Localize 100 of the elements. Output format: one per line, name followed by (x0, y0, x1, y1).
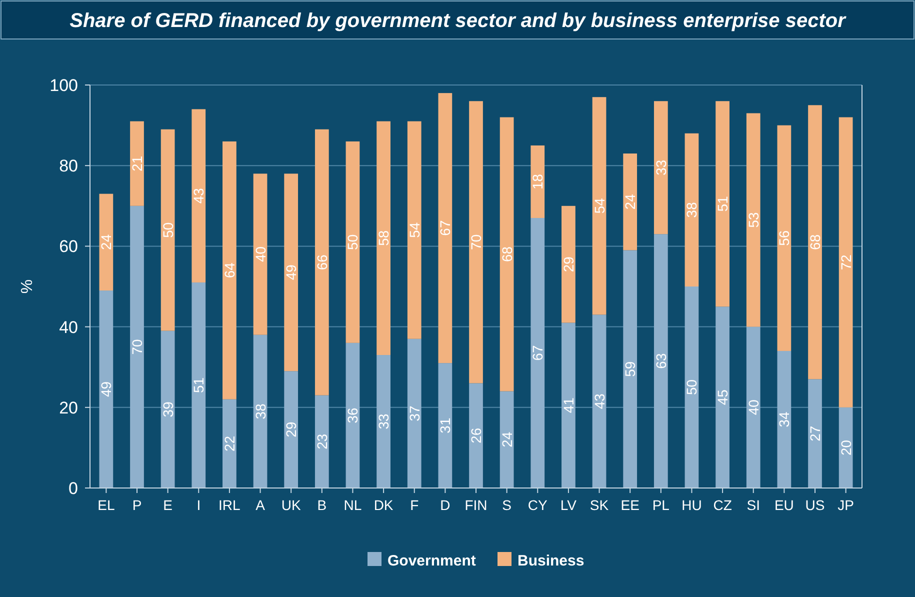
data-label: 45 (714, 389, 731, 406)
bar (623, 154, 638, 250)
data-label: 70 (129, 338, 145, 355)
x-tick-label: EE (620, 497, 640, 513)
x-tick-label: IRL (218, 497, 241, 513)
bar (222, 141, 236, 400)
data-label: 50 (344, 234, 361, 250)
bar (99, 194, 114, 291)
bar (99, 290, 114, 488)
bar (684, 133, 699, 286)
data-label: 24 (622, 194, 638, 210)
bar (592, 314, 606, 488)
x-tick-label: E (163, 497, 172, 513)
data-label: 36 (344, 407, 361, 424)
bar (562, 322, 576, 488)
data-label: 41 (560, 397, 576, 414)
bar (530, 218, 545, 488)
data-label: 68 (498, 246, 515, 262)
x-tick-label: NL (344, 497, 362, 513)
data-label: 66 (314, 254, 330, 270)
x-tick-label: A (256, 497, 266, 513)
data-label: 51 (190, 377, 207, 394)
data-label: 58 (376, 230, 392, 246)
bar (407, 338, 422, 488)
data-label: 67 (530, 345, 546, 361)
bar (438, 93, 452, 364)
bar (623, 250, 638, 488)
data-label: 29 (560, 256, 576, 272)
data-label: 64 (221, 262, 238, 278)
data-label: 43 (591, 393, 608, 410)
bar (716, 101, 730, 307)
data-label: 59 (622, 361, 638, 377)
bar (684, 286, 699, 488)
data-label: 51 (714, 196, 731, 212)
bar (160, 330, 175, 488)
x-tick-label: JP (838, 497, 854, 513)
y-tick-label: 60 (59, 237, 78, 256)
bar (500, 117, 514, 392)
x-tick-label: CY (528, 497, 548, 513)
data-label: 23 (314, 434, 330, 450)
legend-label: Government (388, 552, 476, 570)
data-label: 54 (591, 198, 608, 214)
bar (346, 141, 360, 343)
data-label: 53 (745, 212, 762, 228)
data-label: 38 (252, 403, 268, 420)
x-tick-label: DK (374, 497, 394, 513)
bar (654, 101, 668, 234)
bar (314, 129, 329, 396)
data-label: 18 (530, 174, 546, 190)
x-tick-label: SK (590, 497, 610, 513)
data-label: 27 (807, 426, 823, 442)
bar (808, 105, 822, 380)
bar (438, 363, 452, 488)
data-label: 24 (98, 234, 114, 250)
x-tick-label: I (196, 497, 201, 513)
bar (253, 174, 268, 335)
bar (469, 383, 483, 488)
data-label: 38 (684, 202, 700, 218)
data-label: 63 (652, 353, 669, 369)
bar (777, 125, 792, 351)
y-tick-label: 80 (59, 156, 78, 176)
data-label: 40 (252, 246, 268, 262)
bar (592, 97, 606, 315)
bar (314, 395, 329, 488)
x-tick-label: PL (652, 497, 670, 513)
bar (253, 334, 268, 488)
x-tick-label: FIN (464, 497, 488, 513)
bar (808, 379, 822, 488)
bar (838, 117, 853, 408)
x-tick-label: EL (98, 497, 115, 513)
x-tick-label: EU (774, 497, 794, 513)
x-tick-label: US (805, 497, 825, 513)
data-label: 26 (468, 428, 484, 444)
data-label: 33 (652, 160, 669, 176)
data-label: 29 (283, 422, 300, 438)
data-label: 43 (190, 188, 207, 204)
bar (376, 355, 390, 488)
legend-label: Business (518, 552, 584, 570)
x-tick-label: CZ (713, 497, 732, 513)
data-label: 70 (468, 234, 484, 250)
data-label: 37 (406, 405, 422, 422)
bar (160, 129, 175, 331)
chart-title: Share of GERD financed by government sector and by business enterprise sector (70, 10, 847, 32)
data-label: 24 (498, 432, 515, 448)
x-tick-label: S (502, 497, 512, 513)
bar (284, 174, 298, 372)
data-label: 68 (807, 234, 823, 250)
x-tick-label: HU (682, 497, 702, 513)
data-label: 49 (283, 264, 300, 280)
bar (407, 121, 422, 339)
data-label: 40 (745, 399, 762, 416)
data-label: 72 (838, 254, 854, 270)
bar (716, 306, 730, 488)
data-label: 39 (160, 401, 176, 418)
y-tick-label: 20 (59, 398, 78, 418)
x-tick-label: SI (746, 497, 760, 513)
bar (469, 101, 483, 384)
bar (562, 206, 576, 323)
data-label: 31 (437, 418, 454, 434)
bar (777, 350, 792, 488)
